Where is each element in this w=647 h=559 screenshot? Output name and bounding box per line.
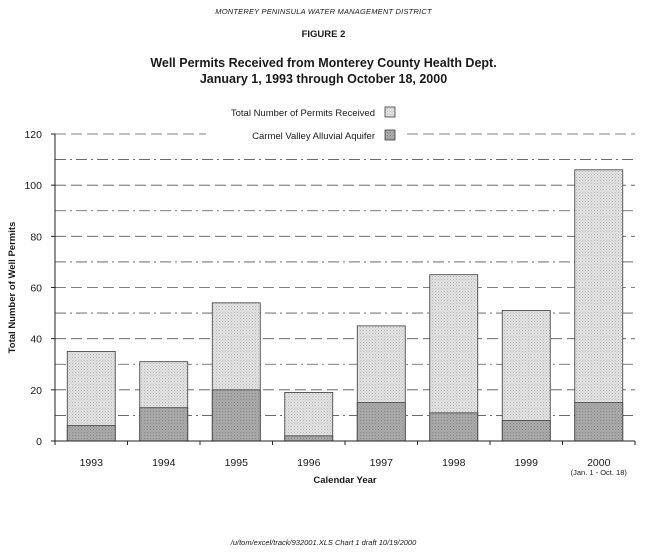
x-tick-note: (Jan. 1 - Oct. 18)	[571, 468, 628, 477]
y-axis-title: Total Number of Well Permits	[7, 222, 18, 354]
bar-carmel-1999	[501, 420, 551, 442]
legend-item-total-label: Total Number of Permits Received	[231, 108, 375, 119]
y-tick-label: 0	[36, 436, 42, 448]
legend: Total Number of Permits Received Carmel V…	[206, 106, 406, 146]
bar-total-2000	[574, 169, 624, 442]
bar-carmel-1996	[284, 435, 334, 442]
organization-name: MONTEREY PENINSULA WATER MANAGEMENT DIST…	[215, 7, 432, 16]
x-tick-label: 1998	[442, 457, 466, 469]
y-tick-label: 80	[30, 231, 42, 243]
x-tick-label: 1999	[515, 457, 539, 469]
legend-item-carmel-label: Carmel Valley Alluvial Aquifer	[252, 131, 375, 142]
y-tick-label: 100	[24, 180, 42, 192]
y-tick-label: 120	[24, 129, 42, 141]
x-axis-title: Calendar Year	[313, 475, 377, 486]
x-tick-label: 1997	[370, 457, 394, 469]
y-tick-label: 40	[30, 334, 42, 346]
bar-total-1999	[501, 310, 551, 442]
chart-title: Well Permits Received from Monterey Coun…	[150, 56, 497, 70]
axis-labels: 0 20 40 60 80 100 120 1993 1994 1995 1996 1997 1998 1…	[7, 129, 627, 486]
x-tick-label: 1996	[297, 457, 321, 469]
figure-label: FIGURE 2	[301, 29, 346, 40]
bar-carmel-1994	[139, 407, 189, 442]
bars	[66, 169, 624, 442]
file-path-footer: /u/tom/excel/track/932001.XLS Chart 1 dr…	[230, 538, 417, 547]
legend-item-carmel-swatch	[384, 129, 396, 141]
bar-carmel-1998	[429, 412, 479, 442]
legend-item-total-swatch	[384, 106, 396, 118]
y-tick-label: 20	[30, 385, 42, 397]
legend-background	[206, 124, 406, 146]
bar-carmel-1997	[356, 402, 406, 442]
bar-total-1996	[284, 391, 334, 442]
bar-carmel-1995	[211, 389, 261, 442]
bar-carmel-2000	[574, 402, 624, 442]
x-tick-label: 1993	[80, 457, 104, 469]
x-tick-label: 1994	[152, 457, 176, 469]
y-tick-label: 60	[30, 283, 42, 295]
bar-carmel-1993	[66, 425, 116, 442]
axes	[51, 133, 636, 445]
x-tick-label: 2000	[587, 457, 611, 469]
x-tick-label: 1995	[225, 457, 249, 469]
chart-subtitle: January 1, 1993 through October 18, 2000	[199, 72, 448, 86]
